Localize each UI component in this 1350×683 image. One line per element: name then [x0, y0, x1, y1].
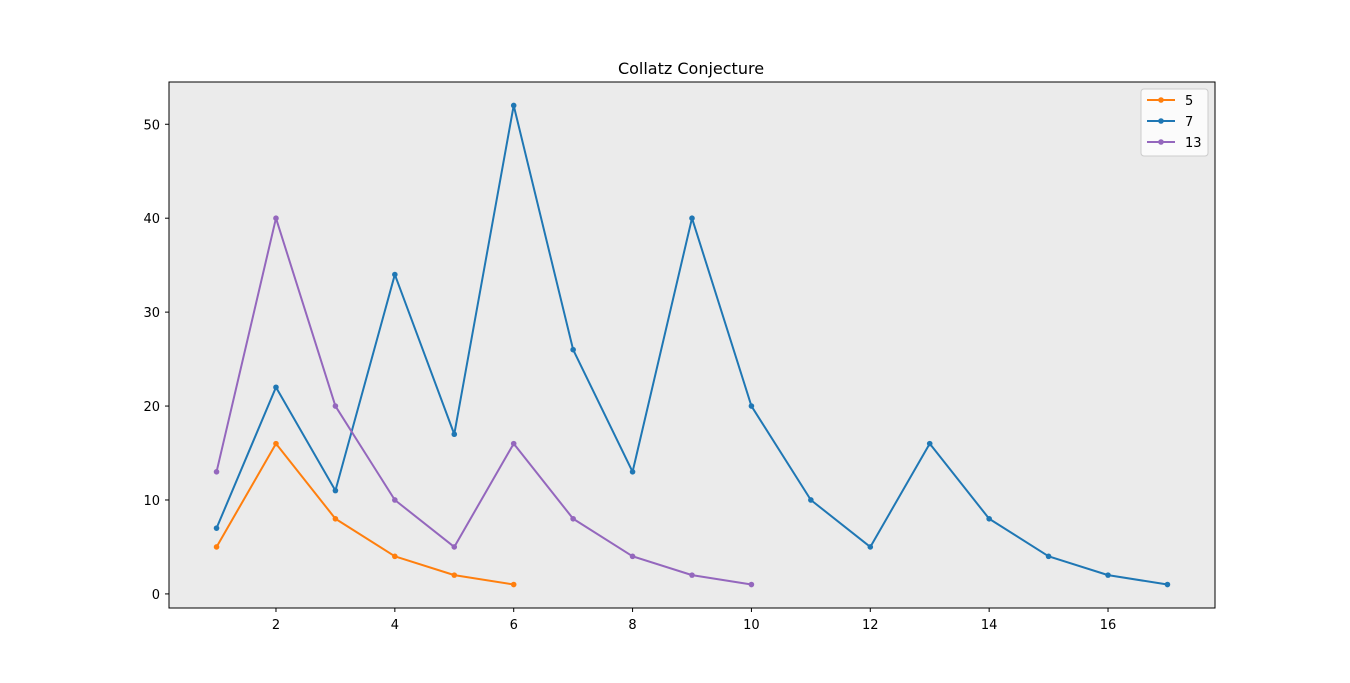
data-point [986, 515, 992, 522]
data-point [332, 515, 339, 522]
data-point [1045, 553, 1052, 560]
data-point [451, 431, 458, 438]
y-tick-label: 20 [143, 400, 160, 415]
legend-box [1140, 88, 1209, 157]
data-point [689, 572, 695, 578]
legend: 5 7 13 [1140, 88, 1209, 157]
data-point [392, 497, 398, 503]
y-tick-label: 10 [143, 494, 160, 509]
legend-label: 13 [1185, 136, 1202, 151]
series-5 [213, 440, 517, 588]
data-point [570, 346, 576, 353]
x-tick-label: 4 [391, 618, 399, 633]
data-point [213, 525, 220, 531]
data-point [689, 215, 695, 221]
series-line [215, 217, 752, 586]
x-tick-label: 16 [1100, 618, 1117, 633]
data-point [213, 469, 220, 475]
legend-item: 7 [1147, 115, 1193, 130]
series-13 [213, 215, 755, 588]
legend-marker [1158, 97, 1164, 103]
y-tick-label: 40 [143, 212, 160, 227]
data-point [273, 215, 279, 221]
data-point [332, 403, 339, 409]
data-point [629, 469, 636, 475]
data-point [570, 515, 576, 522]
x-tick-label: 10 [743, 618, 760, 633]
data-point [1105, 572, 1111, 578]
x-tick-label: 8 [628, 618, 636, 633]
y-tick-label: 30 [143, 306, 160, 321]
data-point [451, 544, 458, 550]
legend-item: 5 [1147, 94, 1193, 109]
legend-marker [1158, 118, 1164, 124]
chart-title: Collatz Conjecture [618, 59, 764, 78]
data-point [510, 440, 517, 447]
y-axis: 0 10 20 30 40 50 [143, 118, 169, 603]
data-point [748, 581, 755, 588]
series-7 [213, 102, 1171, 588]
data-point [510, 581, 517, 588]
legend-label: 5 [1185, 94, 1193, 109]
x-tick-label: 12 [862, 618, 879, 633]
data-point [213, 544, 220, 550]
y-tick-label: 0 [152, 588, 160, 603]
data-point [748, 403, 755, 409]
data-point [273, 440, 279, 447]
x-axis: 2 4 6 8 10 12 14 16 [272, 608, 1116, 633]
data-point [808, 497, 814, 503]
x-tick-label: 14 [981, 618, 998, 633]
series-layer [213, 102, 1171, 588]
data-point [332, 487, 339, 494]
y-tick-label: 50 [143, 118, 160, 133]
data-point [926, 440, 933, 447]
plot-area [168, 81, 1216, 609]
data-point [629, 553, 636, 560]
legend-label: 7 [1185, 115, 1193, 130]
legend-item: 13 [1147, 136, 1202, 151]
data-point [510, 102, 517, 109]
data-point [392, 271, 398, 278]
data-point [392, 553, 398, 560]
data-point [1164, 581, 1171, 588]
x-tick-label: 6 [510, 618, 518, 633]
x-tick-label: 2 [272, 618, 280, 633]
data-point [451, 572, 458, 578]
data-point [867, 544, 874, 550]
data-point [273, 384, 279, 391]
series-line [215, 442, 514, 586]
legend-marker [1158, 139, 1164, 145]
